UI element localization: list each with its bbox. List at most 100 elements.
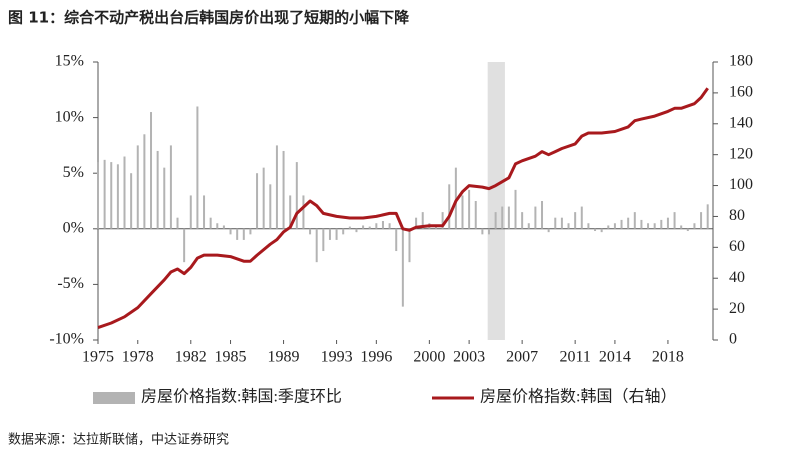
bar <box>163 167 166 229</box>
bar <box>130 173 133 229</box>
y2-tick-label: 60 <box>729 238 745 255</box>
bar <box>309 228 312 235</box>
bar <box>494 212 497 229</box>
x-tick-label: 2003 <box>453 349 485 366</box>
legend-swatch <box>93 392 135 404</box>
bar <box>203 195 206 229</box>
bar <box>660 219 663 229</box>
highlight-band <box>487 62 505 340</box>
x-tick-label: 1978 <box>122 349 154 366</box>
y2-tick-label: 40 <box>729 269 745 286</box>
bar <box>236 228 239 240</box>
bar <box>262 167 265 229</box>
bar <box>282 150 285 229</box>
bar <box>176 217 179 229</box>
y-tick-label: -10% <box>49 331 84 348</box>
x-tick-label: 2000 <box>413 349 445 366</box>
bar <box>700 212 703 229</box>
bar <box>666 217 669 229</box>
bar <box>554 217 557 229</box>
bar <box>295 162 298 229</box>
bar <box>196 106 199 229</box>
bar <box>322 228 325 252</box>
bar <box>368 226 371 229</box>
bar <box>448 184 451 229</box>
bar <box>335 228 338 240</box>
bar <box>613 223 616 229</box>
bar <box>693 223 696 229</box>
bar <box>150 112 153 229</box>
x-tick-label: 1975 <box>82 349 114 366</box>
bar <box>633 212 636 229</box>
bar <box>381 221 384 229</box>
bar <box>507 206 510 229</box>
y-tick-label: 10% <box>55 108 84 125</box>
bar <box>653 223 656 229</box>
bar <box>587 223 590 229</box>
y-tick-label: -5% <box>57 275 84 292</box>
y2-tick-label: 80 <box>729 207 745 224</box>
bar <box>189 195 192 229</box>
bar <box>521 212 524 229</box>
bar <box>441 212 444 229</box>
y2-tick-label: 180 <box>729 53 753 70</box>
bar <box>156 150 159 229</box>
bar <box>110 162 113 229</box>
bar <box>143 134 146 229</box>
bar <box>640 219 643 229</box>
bar <box>169 145 172 229</box>
bar <box>242 228 245 240</box>
bar <box>501 206 504 229</box>
bar <box>594 228 597 232</box>
bar <box>116 164 119 229</box>
bar <box>289 195 292 229</box>
bar <box>275 145 278 229</box>
bar <box>527 223 530 229</box>
x-tick-label: 1989 <box>268 349 300 366</box>
bar <box>249 228 252 235</box>
legend-label: 房屋价格指数:韩国:季度环比 <box>141 388 342 406</box>
bar <box>488 228 491 235</box>
bar <box>229 228 232 235</box>
y-tick-label: 15% <box>55 53 84 70</box>
bar <box>461 195 464 229</box>
bar <box>348 226 351 229</box>
x-tick-label: 1993 <box>321 349 353 366</box>
bar <box>97 162 99 229</box>
x-tick-label: 2007 <box>506 349 538 366</box>
bar <box>620 219 623 229</box>
bar <box>468 189 471 229</box>
bar <box>408 228 411 263</box>
y2-tick-label: 160 <box>729 84 753 101</box>
bar <box>342 228 345 235</box>
bar <box>362 225 365 229</box>
y2-tick-label: 100 <box>729 176 753 193</box>
x-tick-label: 1996 <box>360 349 392 366</box>
y-tick-label: 0% <box>63 219 84 236</box>
bar <box>541 201 544 229</box>
bar <box>514 189 517 229</box>
bar <box>401 228 404 307</box>
bar <box>580 206 583 229</box>
bar <box>209 217 212 229</box>
bar <box>474 201 477 229</box>
x-tick-label: 2011 <box>559 349 590 366</box>
bar <box>415 217 418 229</box>
bar <box>647 223 650 229</box>
bar <box>269 184 272 229</box>
bar <box>256 173 259 229</box>
y2-tick-label: 0 <box>729 331 737 348</box>
bar <box>216 223 219 229</box>
bar <box>547 228 550 233</box>
x-tick-label: 2014 <box>599 349 631 366</box>
bar <box>222 225 225 229</box>
legend-label: 房屋价格指数:韩国（右轴） <box>480 388 676 406</box>
bar <box>421 212 424 229</box>
bar <box>567 223 570 229</box>
source-note: 数据来源：达拉斯联储，中达证券研究 <box>8 432 229 448</box>
bar <box>183 228 186 263</box>
bar <box>560 217 563 229</box>
bar <box>375 223 378 229</box>
bar <box>302 195 305 229</box>
